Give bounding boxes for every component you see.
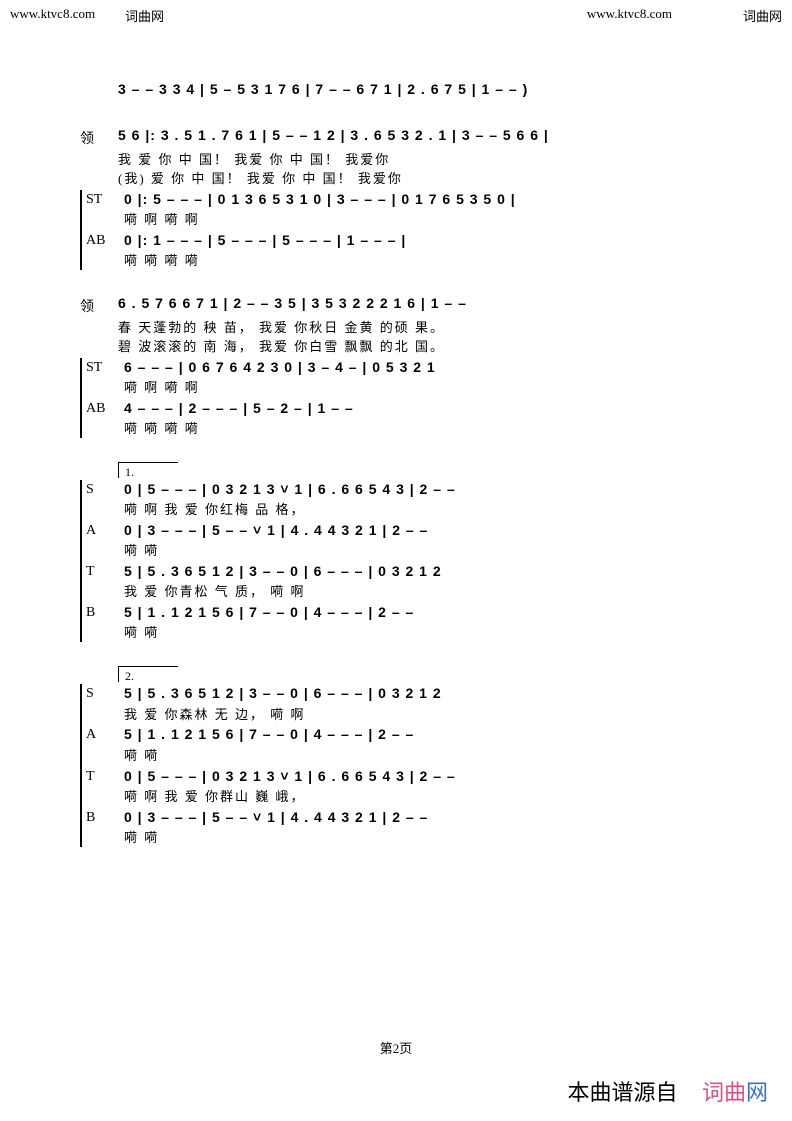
lead-notes-1: 5 6 |: 3 . 5 1 . 7 6 1 | 5 – – 1 2 | 3 .… xyxy=(118,126,549,144)
lead-lyric-2b: 碧 波滚滚的 南 海， 我爱 你白雪 飘飘 的北 国。 xyxy=(118,339,445,356)
t-lyric-4: 嗬 啊 我 爱 你群山 巍 峨， xyxy=(124,789,306,806)
stab-bracket-1: ST 0 |: 5 – – – | 0 1 3 6 5 3 1 0 | 3 – … xyxy=(80,190,720,270)
intro-notes: 3 – – 3 3 4 | 5 – 5 3 1 7 6 | 7 – – 6 7 … xyxy=(80,80,720,98)
b-notes-3: 5 | 1 . 1 2 1 5 6 | 7 – – 0 | 4 – – – | … xyxy=(124,603,414,621)
watermark-url-left: www.ktvc8.com xyxy=(10,6,95,22)
system-4: 2. S 5 | 5 . 3 6 5 1 2 | 3 – – 0 | 6 – –… xyxy=(80,666,720,846)
s-notes-4: 5 | 5 . 3 6 5 1 2 | 3 – – 0 | 6 – – – | … xyxy=(124,684,442,702)
system-3: 1. S 0 | 5 – – – | 0 3 2 1 3 ˅ 1 | 6 . 6… xyxy=(80,462,720,642)
score-body: 3 – – 3 3 4 | 5 – 5 3 1 7 6 | 7 – – 6 7 … xyxy=(80,80,720,871)
ab-lyric-2: 嗬 嗬 嗬 嗬 xyxy=(124,421,200,438)
watermark-site-right: 词曲网 xyxy=(743,6,782,25)
t-lyric-3: 我 爱 你青松 气 质， 嗬 啊 xyxy=(124,584,306,601)
b-notes-4: 0 | 3 – – – | 5 – – ˅ 1 | 4 . 4 4 3 2 1 … xyxy=(124,808,428,826)
lead-lyric-1b: (我) 爱 你 中 国！ 我爱 你 中 国！ 我爱你 xyxy=(118,171,403,188)
s-notes-3: 0 | 5 – – – | 0 3 2 1 3 ˅ 1 | 6 . 6 6 5 … xyxy=(124,480,456,498)
satb-bracket-4: S 5 | 5 . 3 6 5 1 2 | 3 – – 0 | 6 – – – … xyxy=(80,684,720,846)
lead-lyric-1a: 我 爱 你 中 国！ 我爱 你 中 国！ 我爱你 xyxy=(118,152,390,169)
footer-credit: 本曲谱源自 词曲网 xyxy=(568,1075,769,1107)
t-notes-3: 5 | 5 . 3 6 5 1 2 | 3 – – 0 | 6 – – – | … xyxy=(124,562,442,580)
st-notes-1: 0 |: 5 – – – | 0 1 3 6 5 3 1 0 | 3 – – –… xyxy=(124,190,516,208)
b-lyric-3: 嗬 嗬 xyxy=(124,625,159,642)
volta-2: 2. xyxy=(118,666,178,682)
b-label-4: B xyxy=(86,808,124,826)
ab-notes-1: 0 |: 1 – – – | 5 – – – | 5 – – – | 1 – –… xyxy=(124,231,406,249)
lead-label-2: 领 xyxy=(80,294,118,316)
ab-lyric-1: 嗬 嗬 嗬 嗬 xyxy=(124,253,200,270)
system-2: 领 6 . 5 7 6 6 7 1 | 2 – – 3 5 | 3 5 3 2 … xyxy=(80,294,720,438)
a-label-4: A xyxy=(86,725,124,743)
watermark-url-right: www.ktvc8.com xyxy=(587,6,672,22)
satb-bracket-3: S 0 | 5 – – – | 0 3 2 1 3 ˅ 1 | 6 . 6 6 … xyxy=(80,480,720,642)
s-lyric-4: 我 爱 你森林 无 边， 嗬 啊 xyxy=(124,707,306,724)
b-label-3: B xyxy=(86,603,124,621)
footer-prefix: 本曲谱源自 xyxy=(568,1080,678,1105)
a-lyric-4: 嗬 嗬 xyxy=(124,748,159,765)
watermark-site-left: 词曲网 xyxy=(125,6,164,25)
lead-label: 领 xyxy=(80,126,118,148)
st-label-2: ST xyxy=(86,358,124,376)
stab-bracket-2: ST 6 – – – | 0 6 7 6 4 2 3 0 | 3 – 4 – |… xyxy=(80,358,720,438)
t-label-3: T xyxy=(86,562,124,580)
s-label-3: S xyxy=(86,480,124,498)
s-lyric-3: 嗬 啊 我 爱 你红梅 品 格， xyxy=(124,502,306,519)
st-label-1: ST xyxy=(86,190,124,208)
a-notes-4: 5 | 1 . 1 2 1 5 6 | 7 – – 0 | 4 – – – | … xyxy=(124,725,414,743)
ab-label-2: AB xyxy=(86,399,124,417)
s-label-4: S xyxy=(86,684,124,702)
lead-lyric-2a: 春 天蓬勃的 秧 苗， 我爱 你秋日 金黄 的硕 果。 xyxy=(118,320,445,337)
st-lyric-2: 嗬 啊 嗬 啊 xyxy=(124,380,200,397)
ab-label-1: AB xyxy=(86,231,124,249)
a-notes-3: 0 | 3 – – – | 5 – – ˅ 1 | 4 . 4 4 3 2 1 … xyxy=(124,521,428,539)
t-notes-4: 0 | 5 – – – | 0 3 2 1 3 ˅ 1 | 6 . 6 6 5 … xyxy=(124,767,456,785)
a-label-3: A xyxy=(86,521,124,539)
st-lyric-1: 嗬 啊 嗬 啊 xyxy=(124,212,200,229)
st-notes-2: 6 – – – | 0 6 7 6 4 2 3 0 | 3 – 4 – | 0 … xyxy=(124,358,436,376)
footer-site-pink: 词曲 xyxy=(702,1080,746,1105)
lead-notes-2: 6 . 5 7 6 6 7 1 | 2 – – 3 5 | 3 5 3 2 2 … xyxy=(118,294,467,312)
volta-1: 1. xyxy=(118,462,178,478)
ab-notes-2: 4 – – – | 2 – – – | 5 – 2 – | 1 – – xyxy=(124,399,354,417)
footer-site-blue: 网 xyxy=(746,1080,768,1105)
page-number: 第2页 xyxy=(0,1038,792,1057)
a-lyric-3: 嗬 嗬 xyxy=(124,543,159,560)
t-label-4: T xyxy=(86,767,124,785)
system-1: 领 5 6 |: 3 . 5 1 . 7 6 1 | 5 – – 1 2 | 3… xyxy=(80,126,720,270)
b-lyric-4: 嗬 嗬 xyxy=(124,830,159,847)
